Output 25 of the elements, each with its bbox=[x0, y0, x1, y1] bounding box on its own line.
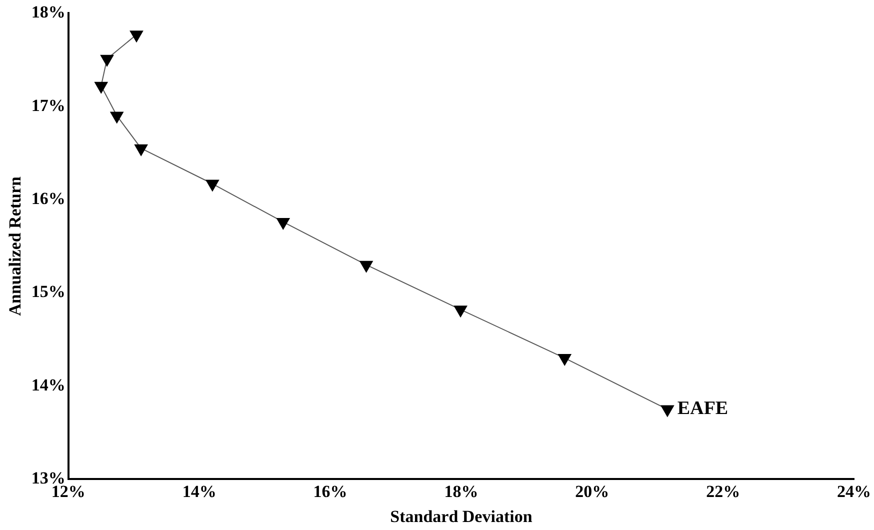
y-tick-label: 16% bbox=[31, 188, 66, 208]
y-axis-title: Annualized Return bbox=[6, 176, 25, 316]
point bbox=[100, 54, 114, 66]
y-tick-label: 14% bbox=[31, 375, 66, 394]
point bbox=[94, 82, 108, 94]
point bbox=[660, 405, 674, 417]
x-tick-label: 18% bbox=[444, 482, 478, 501]
point bbox=[454, 306, 468, 318]
x-tick-label: 20% bbox=[575, 482, 610, 501]
annotation: EAFE bbox=[677, 398, 728, 420]
y-tick-label: 15% bbox=[31, 282, 66, 302]
y-tick-label: 17% bbox=[31, 96, 66, 115]
x-tick-label: 22% bbox=[706, 482, 740, 501]
point bbox=[134, 144, 148, 156]
point bbox=[558, 354, 572, 366]
point bbox=[276, 218, 290, 230]
x-tick-label: 16% bbox=[313, 482, 348, 501]
x-axis-title: Standard Deviation bbox=[390, 507, 533, 526]
point bbox=[360, 260, 373, 272]
x-tick-label: 24% bbox=[837, 482, 871, 501]
point bbox=[206, 180, 219, 192]
point bbox=[130, 30, 144, 42]
x-tick-label: 14% bbox=[182, 482, 216, 501]
point bbox=[110, 112, 124, 124]
y-tick-label: 18% bbox=[31, 2, 66, 22]
